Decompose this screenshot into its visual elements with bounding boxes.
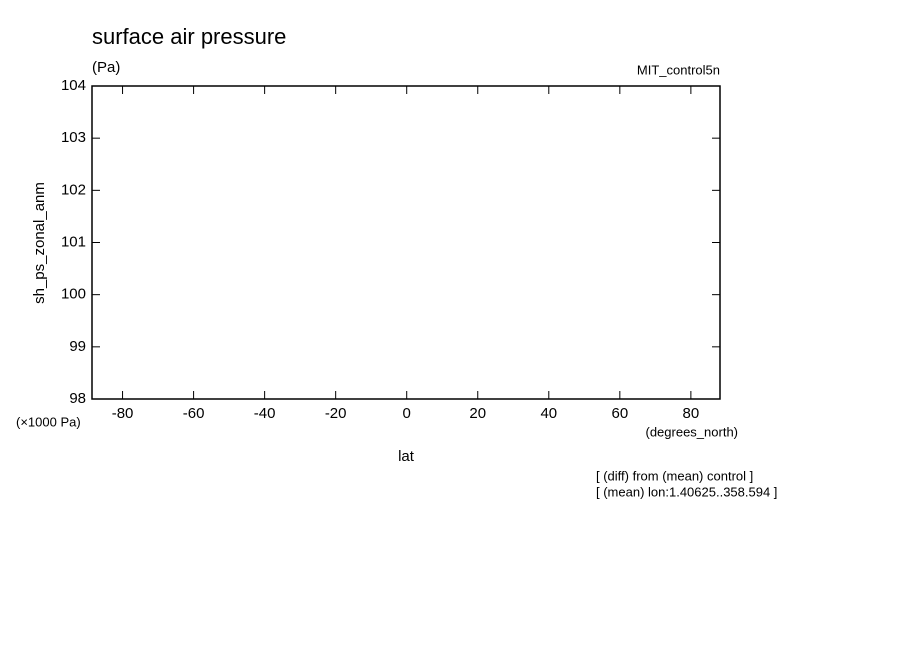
x-tick-label: -80 [112,405,134,422]
y-axis-label: sh_ps_zonal_anm [31,182,48,304]
x-axis-label: lat [398,448,415,465]
note: [ (mean) lon:1.40625..358.594 ] [596,484,777,499]
x-tick-label: 80 [683,405,700,422]
note: [ (diff) from (mean) control ] [596,468,753,483]
y-scale-label: (×1000 Pa) [16,414,81,429]
x-tick-label: 60 [611,405,628,422]
x-tick-label: -60 [183,405,205,422]
chart-title: surface air pressure [92,24,286,49]
y-tick-label: 104 [61,77,86,94]
y-tick-label: 102 [61,181,86,198]
dataset: MIT_control5n [637,62,720,77]
x-units: (degrees_north) [646,424,739,439]
y-tick-label: 100 [61,286,86,303]
y-tick-label: 99 [69,338,86,355]
y-tick-label: 101 [61,233,86,250]
x-tick-label: -20 [325,405,347,422]
y-tick-label: 103 [61,129,86,146]
x-tick-label: -40 [254,405,276,422]
x-tick-label: 40 [540,405,557,422]
x-tick-label: 20 [469,405,486,422]
x-tick-label: 0 [403,405,411,422]
units: (Pa) [92,59,120,76]
y-tick-label: 98 [69,390,86,407]
